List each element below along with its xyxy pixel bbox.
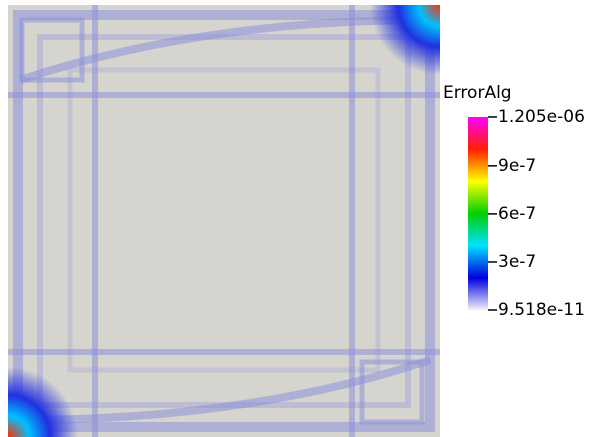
colorbar-title: ErrorAlg xyxy=(443,83,512,103)
tick-label: 3e-7 xyxy=(498,252,536,272)
tick-label: 6e-7 xyxy=(498,204,536,224)
colorbar xyxy=(468,117,488,310)
tick-label: 1.205e-06 xyxy=(498,107,585,127)
field xyxy=(8,5,440,437)
tick-label: 9e-7 xyxy=(498,156,536,176)
tick-label: 9.518e-11 xyxy=(498,300,585,320)
